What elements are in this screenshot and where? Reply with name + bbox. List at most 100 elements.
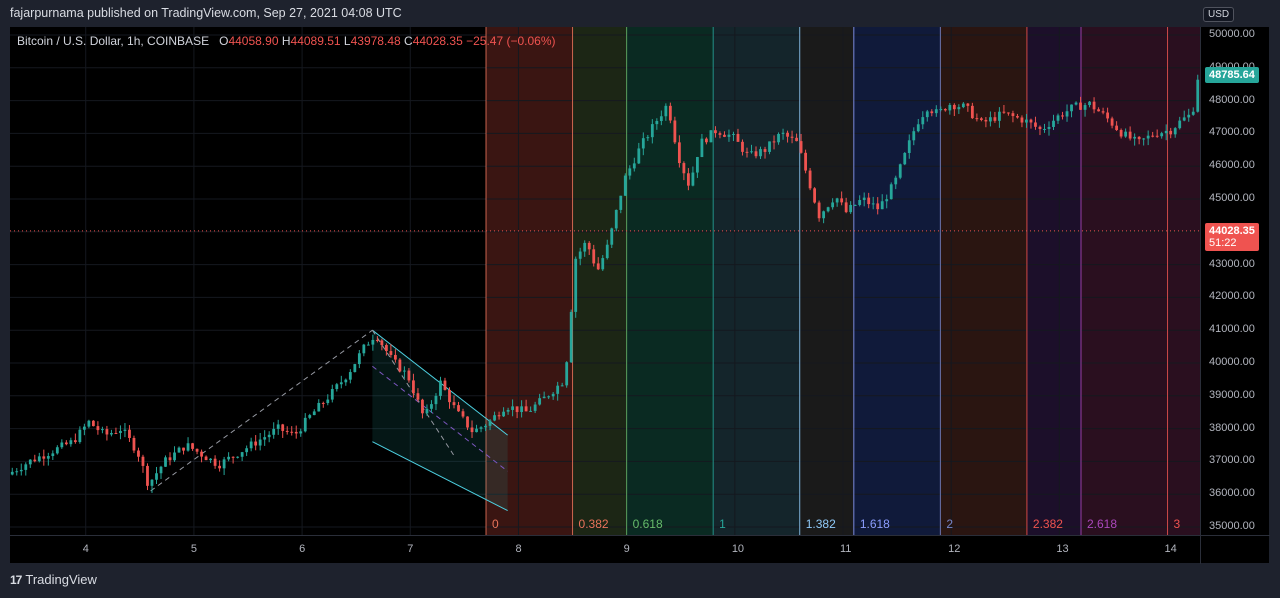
- candle-body: [673, 120, 677, 143]
- candle-body: [700, 138, 704, 158]
- candle-body: [326, 399, 330, 404]
- candle-body: [849, 204, 853, 213]
- candle-body: [795, 137, 798, 142]
- candle-body: [407, 370, 411, 381]
- candle-body: [948, 104, 952, 111]
- candle-body: [763, 149, 767, 152]
- candle-body: [128, 429, 131, 438]
- candle-body: [73, 440, 77, 443]
- candle-body: [844, 202, 848, 213]
- candle-body: [42, 456, 46, 459]
- candle-body: [520, 406, 524, 413]
- candle-body: [393, 354, 397, 360]
- candle-body: [637, 148, 641, 164]
- candle-body: [538, 398, 542, 405]
- candle-body: [998, 111, 1001, 121]
- symbol-label[interactable]: Bitcoin / U.S. Dollar, 1h, COINBASE: [17, 34, 210, 48]
- candle-body: [263, 437, 267, 440]
- candle-body: [533, 404, 537, 411]
- price-tick-label: 46000.00: [1209, 159, 1255, 172]
- candle-body: [858, 200, 862, 205]
- candle-body: [258, 439, 262, 446]
- candle-body: [511, 406, 514, 410]
- candle-body: [596, 263, 600, 270]
- price-tag-value: 48785.64: [1209, 68, 1255, 81]
- candle-body: [1101, 111, 1105, 113]
- candle-body: [853, 204, 857, 206]
- fib-zone-label: 3: [1173, 517, 1181, 531]
- candle-body: [1074, 102, 1078, 105]
- candle-body: [1124, 131, 1128, 137]
- tradingview-logo-icon: 17: [10, 572, 22, 587]
- candle-body: [934, 109, 938, 114]
- candle-body: [781, 132, 785, 134]
- candle-body: [15, 471, 19, 473]
- candlestick-chart[interactable]: [10, 27, 1200, 535]
- candle-body: [60, 442, 64, 448]
- tradingview-logo[interactable]: 17 TradingView: [10, 572, 97, 587]
- plot-area[interactable]: Bitcoin / U.S. Dollar, 1h, COINBASE O440…: [10, 27, 1200, 535]
- candle-body: [529, 410, 533, 412]
- candle-body: [979, 118, 983, 120]
- candle-body: [1025, 119, 1028, 123]
- time-axis[interactable]: 4 5 6 7 8 9 10 11 12 13 14: [10, 535, 1200, 564]
- candle-body: [222, 459, 226, 469]
- candle-body: [218, 465, 222, 469]
- candle-body: [862, 197, 866, 201]
- candle-body: [790, 136, 794, 138]
- candle-body: [916, 124, 920, 132]
- candle-body: [686, 173, 690, 186]
- candle-body: [659, 116, 663, 122]
- fib-zone-label: 2: [946, 517, 954, 531]
- candle-body: [966, 103, 970, 106]
- fib-zone-fill: [572, 27, 627, 535]
- candle-body: [1097, 109, 1100, 112]
- candle-body: [880, 201, 884, 210]
- candle-body: [718, 133, 722, 135]
- candle-body: [876, 203, 880, 210]
- time-tick-label: 9: [623, 543, 630, 555]
- candle-body: [1115, 125, 1119, 131]
- candle-body: [317, 402, 321, 412]
- currency-badge[interactable]: USD: [1203, 7, 1235, 22]
- candle-body: [227, 456, 231, 460]
- candle-body: [826, 207, 830, 212]
- price-tick-label: 37000.00: [1209, 454, 1255, 467]
- candle-body: [574, 258, 578, 312]
- candle-body: [1187, 114, 1191, 118]
- candle-body: [677, 142, 681, 164]
- time-tick-label: 10: [731, 543, 745, 555]
- price-tick-label: 43000.00: [1209, 257, 1255, 270]
- candle-body: [55, 447, 59, 454]
- fib-zone-label: 1.382: [805, 517, 836, 531]
- candle-body: [330, 389, 334, 400]
- candle-body: [87, 420, 91, 427]
- candle-body: [1034, 122, 1037, 127]
- price-tick-label: 40000.00: [1209, 356, 1255, 368]
- candle-body: [560, 385, 564, 387]
- candle-body: [619, 195, 623, 210]
- candle-body: [186, 443, 190, 451]
- time-tick-label: 13: [1056, 543, 1069, 555]
- candle-body: [231, 456, 235, 458]
- candle-body: [141, 456, 145, 466]
- candle-body: [542, 396, 546, 399]
- candle-body: [709, 130, 713, 143]
- close-key: C: [404, 34, 413, 48]
- candle-body: [988, 117, 992, 122]
- candle-body: [51, 453, 55, 457]
- fib-zone-fill: [1167, 27, 1200, 535]
- candle-body: [434, 395, 438, 405]
- candle-body: [583, 242, 587, 252]
- candle-body: [96, 426, 100, 431]
- candle-body: [91, 420, 95, 427]
- candle-body: [213, 458, 217, 466]
- price-tick-label: 42000.00: [1209, 290, 1255, 303]
- candle-body: [303, 417, 307, 432]
- candle-body: [1002, 111, 1006, 113]
- price-axis[interactable]: 35000.00 36000.00 37000.00 38000.00 39000.00…: [1200, 27, 1270, 535]
- open-value: 44058.90: [228, 34, 279, 48]
- price-tag-value: 44028.35: [1209, 224, 1255, 237]
- fib-zone-label: 1.618: [859, 517, 890, 531]
- price-tick-label: 36000.00: [1209, 487, 1255, 500]
